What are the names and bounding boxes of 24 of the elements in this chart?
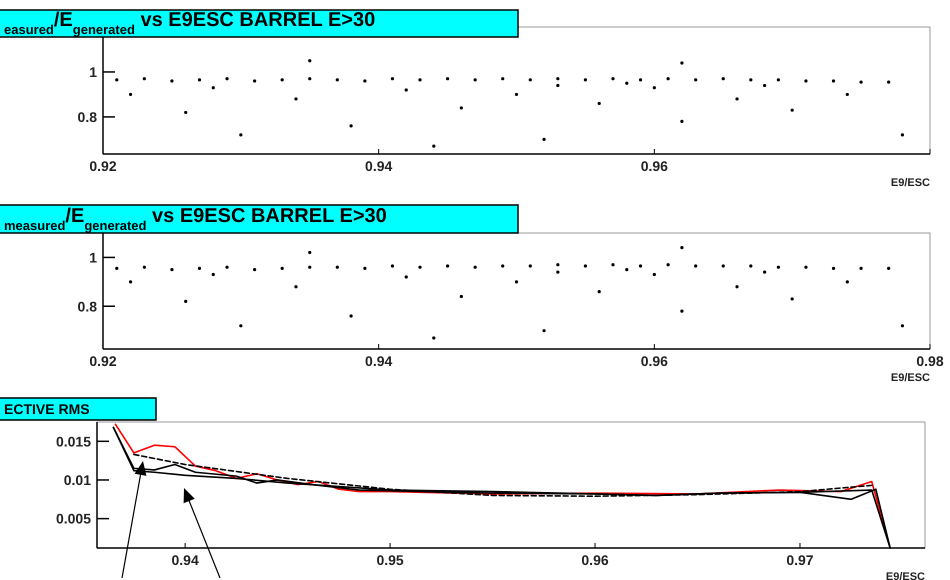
- y-tick-label: 1: [89, 64, 98, 80]
- x-axis-title: E9/ESC: [890, 372, 930, 384]
- x-tick-label: 0.92: [89, 353, 117, 369]
- x-tick-label: 0.96: [581, 552, 609, 568]
- x-tick-label: 0.95: [376, 552, 404, 568]
- y-tick-label: 0.8: [78, 298, 98, 314]
- y-tick-label: 0.01: [64, 472, 92, 488]
- chart-title: ECTIVE RMS: [4, 401, 90, 417]
- x-axis-title: E9/ESC: [886, 571, 926, 580]
- x-tick-label: 0.92: [89, 158, 117, 174]
- x-tick-label: 0.98: [916, 353, 944, 369]
- chart-title: $_{easured}$/E$_{generated}$ vs E9ESC BARREL E>30: [4, 9, 376, 36]
- x-tick-label: 0.97: [786, 552, 814, 568]
- chart-title: $_{measured}$/E$_{generated}$ vs E9ESC BARREL E>30: [4, 205, 387, 232]
- x-tick-label: 0.94: [365, 353, 393, 369]
- y-tick-label: 0.8: [78, 108, 98, 125]
- x-tick-label: 0.96: [640, 353, 668, 369]
- x-tick-label: 0.94: [172, 552, 199, 568]
- y-tick-label: 0.015: [56, 433, 92, 450]
- x-tick-label: 0.94: [365, 158, 393, 174]
- y-tick-label: 0.005: [56, 510, 92, 527]
- y-tick-label: 1: [89, 249, 98, 266]
- x-tick-label: 0.96: [640, 158, 668, 174]
- x-axis-title: E9/ESC: [890, 177, 930, 189]
